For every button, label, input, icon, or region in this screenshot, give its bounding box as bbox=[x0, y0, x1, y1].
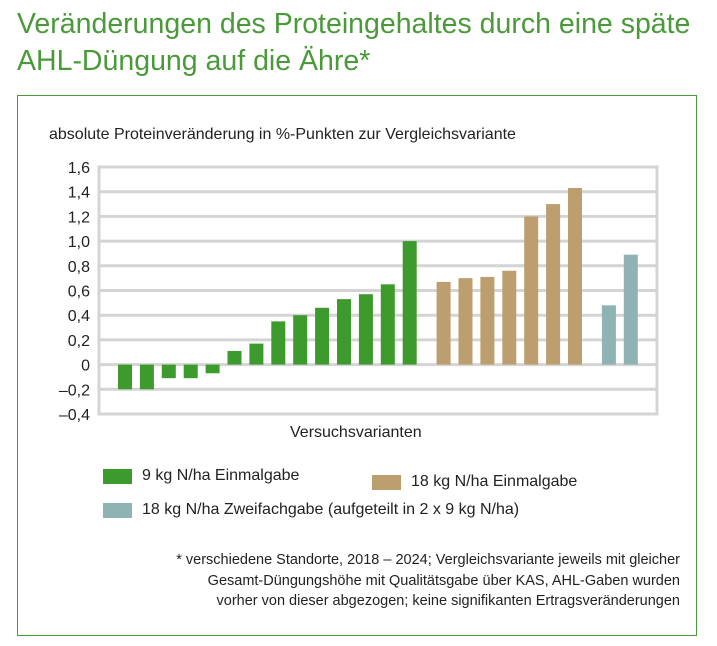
bar bbox=[161, 364, 176, 379]
bar bbox=[380, 284, 395, 365]
bar bbox=[601, 305, 616, 365]
bar bbox=[227, 351, 242, 365]
x-axis-label: Versuchsvarianten bbox=[290, 424, 422, 441]
y-tick-label: 0 bbox=[81, 358, 90, 375]
legend-item-green: 9 kg N/ha Einmalgabe bbox=[103, 467, 299, 485]
footnote: * verschiedene Standorte, 2018 – 2024; V… bbox=[176, 552, 680, 609]
y-tick-label: 1,0 bbox=[68, 234, 90, 251]
bar bbox=[205, 364, 220, 374]
bar bbox=[524, 216, 539, 365]
bar bbox=[118, 364, 132, 390]
bar bbox=[337, 299, 351, 365]
y-tick-label: 1,6 bbox=[68, 160, 90, 177]
y-tick-label: 0,6 bbox=[68, 284, 90, 301]
legend-swatch bbox=[103, 468, 132, 484]
y-tick-label: 0,4 bbox=[68, 308, 90, 325]
bar bbox=[293, 315, 308, 365]
page-title: Veränderungen des Proteingehaltes durch … bbox=[17, 8, 691, 77]
legend-swatch bbox=[103, 502, 132, 518]
bar bbox=[623, 254, 638, 365]
y-tick-label: 0,2 bbox=[68, 333, 90, 350]
y-tick-label: 0,8 bbox=[68, 259, 90, 276]
bar bbox=[436, 281, 451, 365]
legend-label: 18 kg N/ha Einmalgabe bbox=[411, 473, 578, 490]
y-tick-label: 1,2 bbox=[68, 209, 90, 226]
chart-frame bbox=[17, 95, 697, 636]
y-tick-label: –0,4 bbox=[59, 407, 90, 424]
legend-swatch bbox=[372, 474, 401, 490]
bar bbox=[546, 204, 561, 365]
bar bbox=[271, 321, 286, 365]
bar bbox=[502, 270, 517, 365]
legend-label: 18 kg N/ha Zweifachgabe (aufgeteilt in 2… bbox=[142, 501, 520, 518]
bar bbox=[183, 364, 198, 379]
bar bbox=[458, 278, 473, 365]
y-tick-label: 1,4 bbox=[68, 185, 90, 202]
bar bbox=[139, 364, 154, 390]
legend-item-blue: 18 kg N/ha Zweifachgabe (aufgeteilt in 2… bbox=[103, 501, 519, 519]
bar bbox=[358, 294, 373, 365]
bar bbox=[402, 241, 417, 365]
bar bbox=[568, 187, 582, 365]
bar bbox=[249, 343, 264, 365]
y-axis-label: absolute Proteinveränderung in %-Punkten… bbox=[49, 126, 516, 143]
bar bbox=[480, 276, 495, 365]
y-tick-label: –0,2 bbox=[59, 382, 90, 399]
legend-label: 9 kg N/ha Einmalgabe bbox=[142, 467, 300, 484]
legend-item-tan: 18 kg N/ha Einmalgabe bbox=[372, 473, 577, 491]
bar bbox=[315, 307, 330, 365]
